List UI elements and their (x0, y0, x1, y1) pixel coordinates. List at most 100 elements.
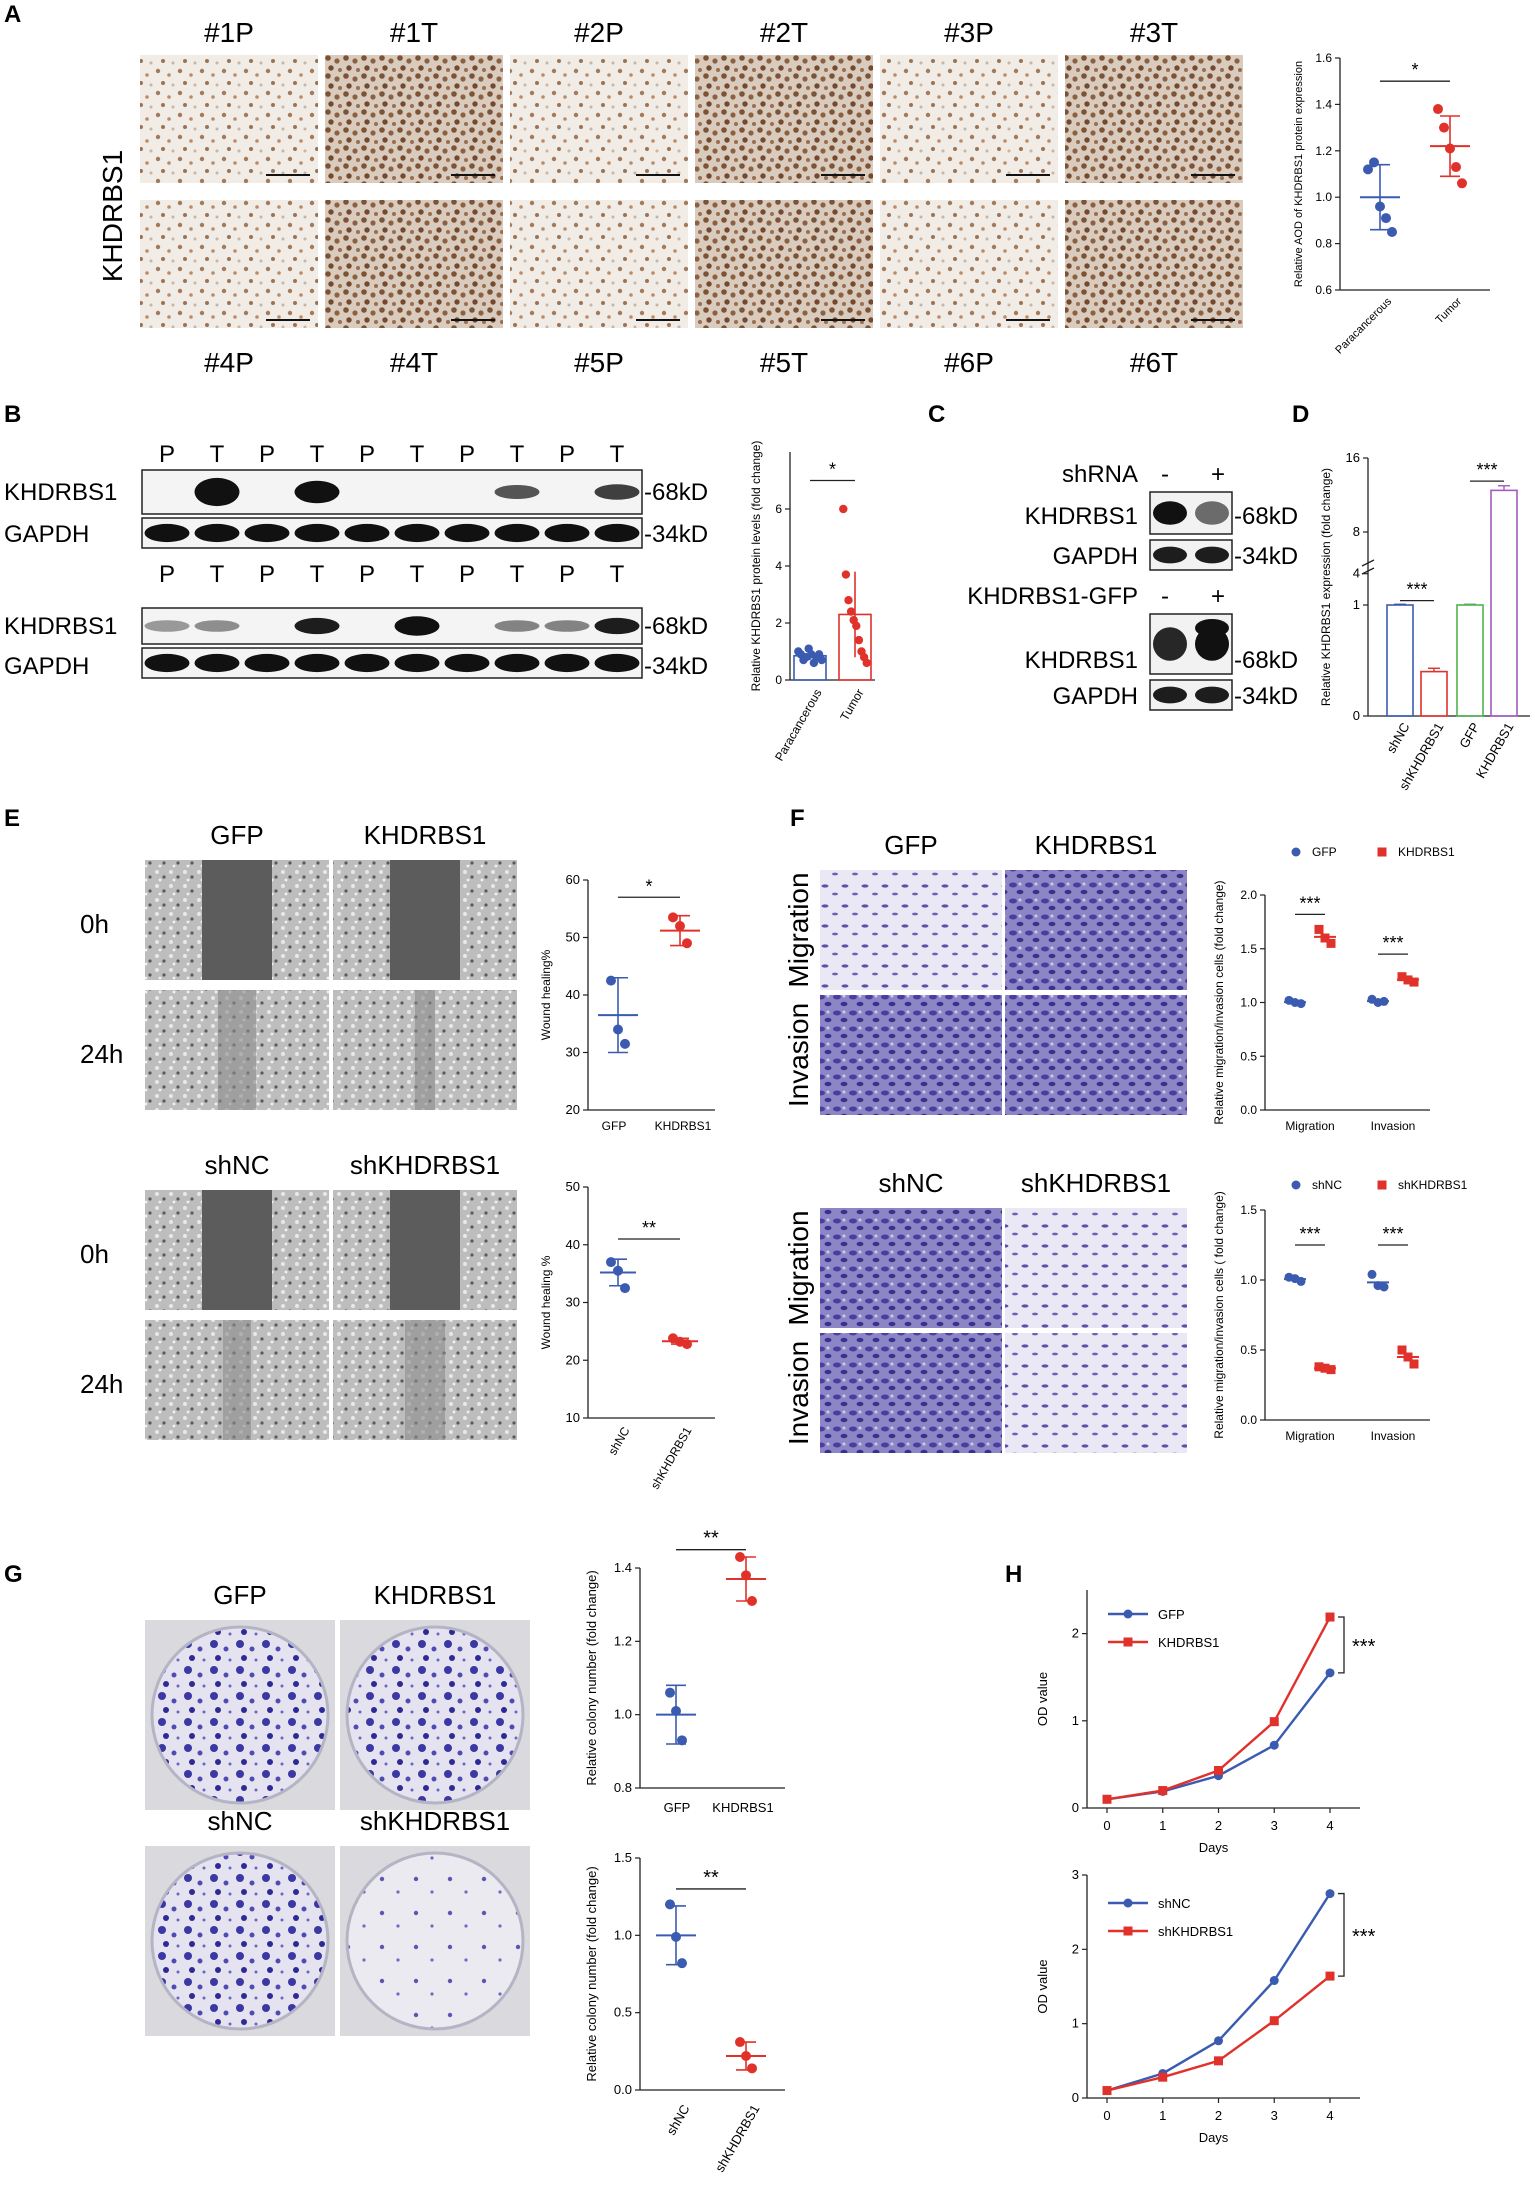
y-tick-label: 1.2 (614, 1633, 632, 1648)
legend-label: shKHDRBS1 (1398, 1178, 1468, 1192)
x-tick-label: shNC (1383, 720, 1412, 756)
y-tick-label: 0.0 (1240, 1103, 1257, 1117)
x-tick-label: Migration (1285, 1119, 1334, 1133)
x-tick-label: Tumor (1433, 295, 1464, 326)
blot-row-label: GAPDH (4, 653, 89, 680)
lane-label: T (410, 441, 425, 468)
significance-label: * (1411, 60, 1418, 80)
y-tick-label: 1.2 (1315, 144, 1332, 158)
lane-label: P (459, 561, 475, 588)
ihc-image (695, 55, 873, 183)
y-tick-label: 0.6 (1315, 283, 1332, 297)
data-point (841, 570, 851, 579)
y-tick-label: 0.5 (614, 2005, 632, 2020)
data-point (862, 658, 871, 668)
x-tick-label: shKHDRBS1 (712, 2102, 763, 2175)
lane-label: P (559, 441, 575, 468)
y-tick-label: 1.5 (1240, 1203, 1257, 1217)
kd-label: -34kD (1234, 683, 1298, 710)
migration-image (1005, 1208, 1187, 1328)
lane-label: T (610, 561, 625, 588)
legend-label: KHDRBS1 (1158, 1635, 1219, 1650)
legend-marker (1377, 1180, 1387, 1190)
khdrbs1-band (194, 477, 240, 507)
panel-letter-a: A (4, 1, 21, 28)
x-tick-label: Paracancerous (772, 687, 824, 764)
x-tick-label: Tumor (837, 687, 866, 724)
migration-image (820, 870, 1002, 990)
y-tick-label: 0.0 (1240, 1413, 1257, 1427)
data-point (1214, 1766, 1223, 1776)
kd-label: -34kD (1234, 543, 1298, 570)
wound-row-label: 24h (80, 1369, 123, 1399)
gapdh-band (444, 653, 490, 673)
row-label-khdrbs1: KHDRBS1 (97, 150, 128, 282)
ihc-label: #4P (204, 347, 254, 378)
colony-dish (150, 1625, 330, 1805)
transwell-col-label: KHDRBS1 (1035, 830, 1158, 860)
axis-break (1361, 559, 1375, 575)
x-tick-label: Paracancerous (1333, 295, 1394, 356)
x-tick-label: shKHDRBS1 (648, 1424, 695, 1491)
kd-label: -34kD (644, 653, 708, 680)
transwell-row-label: Invasion (783, 1003, 814, 1107)
data-point (1296, 999, 1306, 1009)
khdrbs1-band (294, 480, 340, 504)
y-tick-label: 4 (1353, 566, 1360, 581)
ihc-label: #5P (574, 347, 624, 378)
y-tick-label: 1.4 (614, 1560, 632, 1575)
lane-label: P (359, 441, 375, 468)
wound-healing-images: GFP KHDRBS1 shNC shKHDRBS1 0h 24h 0h 24h (80, 820, 517, 1440)
x-tick-label: Invasion (1371, 1429, 1416, 1443)
data-point (846, 607, 856, 616)
lane-label: T (210, 441, 225, 468)
y-tick-label: 0.8 (1315, 237, 1332, 251)
significance-label: ** (703, 1528, 719, 1550)
gapdh-band (294, 523, 340, 543)
wound-gap (202, 1190, 272, 1310)
lane-label: P (459, 441, 475, 468)
ihc-top-labels: #1P #1T #2P #2T #3P #3T (204, 17, 1178, 48)
khdrbs1-band (494, 620, 540, 632)
khdrbs1-band (1153, 627, 1187, 661)
kd-label: -68kD (644, 479, 708, 506)
y-axis-label: OD value (1035, 1672, 1050, 1726)
khdrbs1-band (544, 620, 590, 632)
data-point (1451, 162, 1461, 173)
y-tick-label: 50 (566, 1179, 580, 1194)
significance-label: ** (703, 1867, 719, 1889)
significance-label: *** (1299, 893, 1320, 913)
significance-label: *** (1352, 1926, 1376, 1948)
gapdh-band (194, 653, 240, 673)
significance-label: *** (1476, 460, 1497, 480)
data-point (668, 912, 678, 923)
legend-marker (1123, 1637, 1133, 1647)
y-axis-label: Relative migration/invasion cells ( fold… (1212, 1191, 1226, 1438)
ihc-image (1065, 55, 1243, 183)
invasion-image (1005, 995, 1187, 1115)
kd-label: -34kD (644, 521, 708, 548)
data-point (1409, 1359, 1419, 1369)
ihc-image (140, 200, 318, 328)
data-point (1381, 213, 1391, 224)
y-axis-label: Relative KHDRBS1 protein levels (fold ch… (749, 441, 763, 692)
data-point (852, 621, 861, 631)
y-tick-label: 20 (566, 1352, 580, 1367)
khdrbs1-band (594, 484, 640, 500)
x-tick-label: shNC (663, 2102, 692, 2138)
gapdh-band (344, 653, 390, 673)
x-tick-label: 0 (1103, 2108, 1110, 2123)
blot-row-label: KHDRBS1 (1025, 503, 1138, 530)
legend-marker (1123, 1926, 1133, 1936)
y-axis-label: Relative migration/invasion cells (fold … (1212, 880, 1226, 1124)
x-tick-label: 1 (1159, 2108, 1166, 2123)
series-line (1106, 1672, 1331, 1801)
wound-row-label: 0h (80, 909, 109, 939)
ihc-image (880, 200, 1058, 328)
blot-row-label: KHDRBS1 (4, 479, 117, 506)
y-tick-label: 1.0 (1240, 1273, 1257, 1287)
y-tick-label: 0 (1072, 1800, 1079, 1815)
wound-gap (405, 1320, 445, 1440)
data-point (665, 1899, 675, 1910)
